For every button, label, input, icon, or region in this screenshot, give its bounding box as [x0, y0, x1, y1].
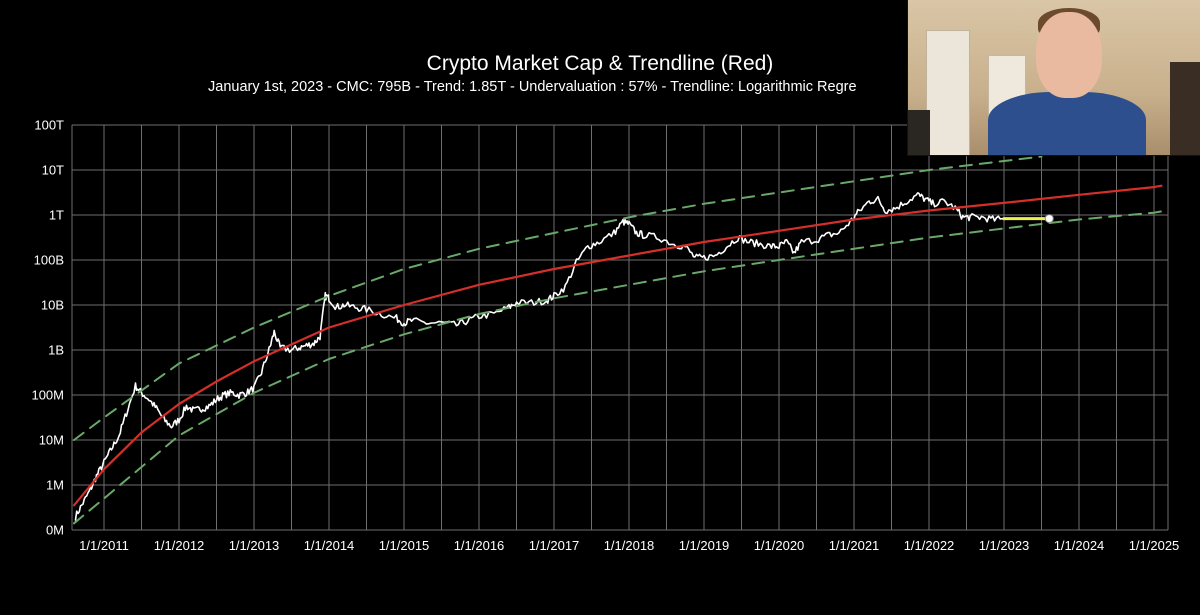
x-tick-label: 1/1/2019	[679, 538, 730, 553]
y-tick-label: 10M	[39, 433, 64, 448]
webcam-person-body	[988, 92, 1146, 155]
y-tick-label: 100B	[34, 253, 64, 268]
x-tick-label: 1/1/2024	[1054, 538, 1105, 553]
x-tick-label: 1/1/2023	[979, 538, 1030, 553]
chart-subtitle: January 1st, 2023 - CMC: 795B - Trend: 1…	[208, 79, 857, 95]
y-tick-label: 1M	[46, 478, 64, 493]
x-tick-label: 1/1/2014	[304, 538, 355, 553]
x-tick-label: 1/1/2012	[154, 538, 205, 553]
series-crypto-market-cap	[74, 192, 1005, 521]
webcam-chair	[908, 110, 930, 155]
webcam-door-left	[926, 30, 970, 155]
series-trendline-red	[72, 184, 1163, 507]
x-tick-label: 1/1/2022	[904, 538, 955, 553]
y-tick-label: 1T	[49, 208, 64, 223]
y-tick-label: 100T	[34, 118, 64, 133]
x-tick-label: 1/1/2013	[229, 538, 280, 553]
webcam-overlay	[907, 0, 1200, 156]
x-tick-label: 1/1/2015	[379, 538, 430, 553]
webcam-shelf	[1170, 62, 1200, 155]
series-lower-band	[73, 210, 1163, 525]
y-tick-label: 10T	[42, 163, 64, 178]
x-tick-label: 1/1/2021	[829, 538, 880, 553]
x-tick-label: 1/1/2017	[529, 538, 580, 553]
series-upper-band	[73, 155, 1043, 441]
x-tick-label: 1/1/2011	[79, 538, 129, 553]
webcam-person-head	[1036, 12, 1102, 98]
y-tick-label: 10B	[41, 298, 64, 313]
y-tick-label: 100M	[31, 388, 64, 403]
x-tick-label: 1/1/2018	[604, 538, 655, 553]
series	[72, 155, 1163, 525]
y-tick-label: 1B	[48, 343, 64, 358]
grid	[71, 124, 1169, 531]
x-axis-ticks: 1/1/2011 1/1/2012 1/1/2013 1/1/2014 1/1/2015…	[79, 538, 1179, 553]
chart-title: Crypto Market Cap & Trendline (Red)	[427, 52, 774, 75]
y-tick-label: 0M	[46, 523, 64, 538]
x-tick-label: 1/1/2016	[454, 538, 505, 553]
cursor-pointer-icon	[1044, 214, 1054, 224]
x-tick-label: 1/1/2020	[754, 538, 805, 553]
y-axis-ticks: 0M 1M 10M 100M 1B 10B 100B 1T 10T 100T	[31, 118, 64, 538]
x-tick-label: 1/1/2025	[1129, 538, 1180, 553]
